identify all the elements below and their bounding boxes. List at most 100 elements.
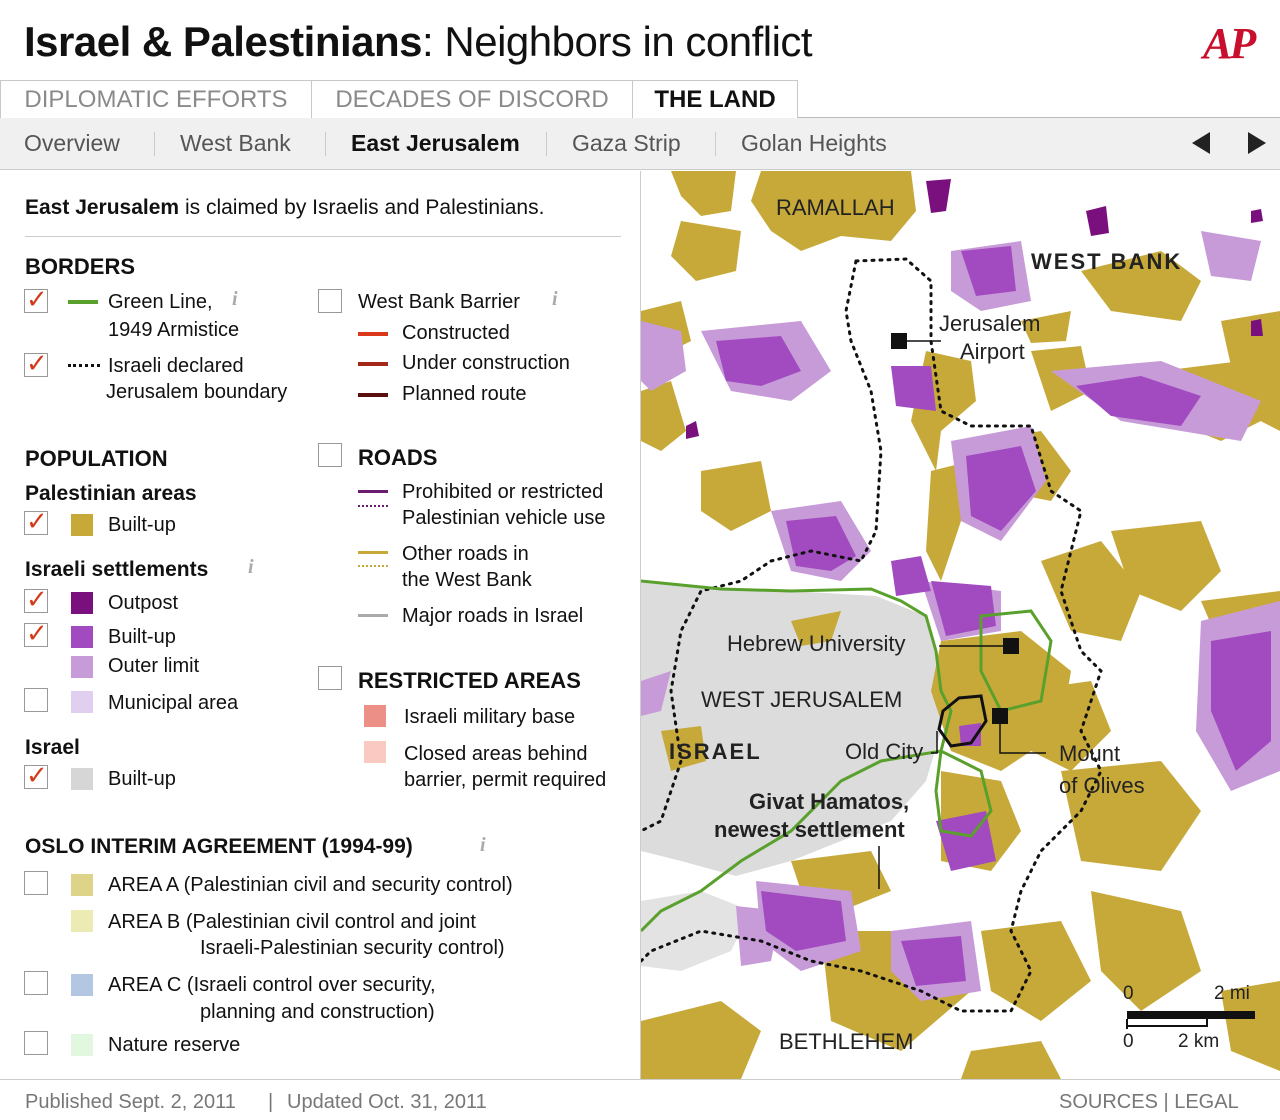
- info-icon[interactable]: i: [248, 556, 254, 578]
- area-a-swatch: [71, 874, 93, 896]
- other-roads-swatch: [358, 551, 388, 554]
- label-airport: Airport: [960, 339, 1025, 364]
- outpost-label: Outpost: [108, 592, 179, 614]
- label-bethlehem: BETHLEHEM: [779, 1029, 914, 1054]
- closed-label-2: barrier, permit required: [404, 769, 607, 791]
- label-israel: ISRAEL: [669, 739, 762, 764]
- area-a-checkbox[interactable]: [24, 871, 48, 895]
- label-givat-hamatos: Givat Hamatos,: [749, 789, 910, 814]
- pal-builtup-checkbox[interactable]: ✓: [24, 506, 48, 536]
- area-c-label: AREA C (Israeli control over security,: [108, 974, 436, 996]
- info-icon[interactable]: i: [232, 288, 238, 310]
- israel-builtup-area-south: [641, 891, 751, 971]
- tab-decades-of-discord[interactable]: DECADES OF DISCORD: [311, 80, 633, 118]
- israel-builtup-checkbox[interactable]: ✓: [24, 760, 48, 790]
- label-ramallah: RAMALLAH: [776, 195, 895, 220]
- pal-builtup-swatch: [71, 514, 93, 536]
- mount-of-olives-leader: [999, 724, 1046, 754]
- info-icon[interactable]: i: [480, 834, 486, 856]
- label-newest-settlement: newest settlement: [714, 817, 905, 842]
- label-jerusalem-airport: Jerusalem: [939, 311, 1041, 336]
- title-bold: Israel & Palestinians: [24, 18, 423, 65]
- scale-km-0: 0: [1123, 1031, 1134, 1052]
- subnav-overview[interactable]: Overview: [24, 130, 120, 156]
- area-b-label: AREA B (Palestinian civil control and jo…: [108, 911, 476, 933]
- check-icon: ✓: [26, 506, 48, 536]
- title-rest: : Neighbors in conflict: [422, 18, 813, 65]
- prohibited-dotted-swatch: [358, 505, 388, 507]
- airport-marker-icon[interactable]: [891, 333, 907, 349]
- green-line-checkbox[interactable]: ✓: [24, 284, 48, 314]
- subnav-separator: [715, 132, 716, 156]
- municipal-checkbox[interactable]: [24, 688, 48, 712]
- jerusalem-boundary-checkbox[interactable]: ✓: [24, 348, 48, 378]
- outer-limit-swatch: [71, 656, 93, 678]
- closed-swatch: [364, 741, 386, 763]
- planned-label: Planned route: [402, 383, 527, 405]
- israel-heading: Israel: [25, 736, 80, 759]
- subnav-east-jerusalem[interactable]: East Jerusalem: [351, 130, 520, 156]
- label-west-jerusalem: WEST JERUSALEM: [701, 687, 903, 712]
- check-icon: ✓: [26, 618, 48, 648]
- settlement-builtup: [716, 246, 1271, 986]
- military-swatch: [364, 705, 386, 727]
- area-b-swatch: [71, 910, 93, 932]
- borders-heading: BORDERS: [25, 254, 136, 279]
- map-canvas: [641, 171, 1280, 1079]
- green-line-swatch: [68, 300, 98, 304]
- hebrew-university-marker-icon[interactable]: [1003, 638, 1019, 654]
- label-old-city: Old City: [845, 739, 924, 764]
- subnav-golan-heights[interactable]: Golan Heights: [741, 130, 887, 156]
- oslo-heading: OSLO INTERIM AGREEMENT (1994-99): [25, 835, 413, 858]
- under-construction-swatch: [358, 362, 388, 366]
- roads-heading: ROADS: [358, 445, 438, 470]
- subnav-separator: [546, 132, 547, 156]
- sources-legal-links[interactable]: SOURCES | LEGAL: [1059, 1091, 1239, 1113]
- palestinian-areas-heading: Palestinian areas: [25, 482, 197, 505]
- next-arrow-icon[interactable]: [1248, 132, 1266, 154]
- legend-panel: East Jerusalem is claimed by Israelis an…: [0, 171, 640, 1079]
- prev-arrow-icon[interactable]: [1192, 132, 1210, 154]
- outer-limit-label: Outer limit: [108, 655, 200, 677]
- intro-text: East Jerusalem is claimed by Israelis an…: [25, 196, 544, 220]
- constructed-swatch: [358, 332, 388, 336]
- info-icon[interactable]: i: [552, 288, 558, 310]
- outpost-checkbox[interactable]: ✓: [24, 586, 48, 613]
- tab-diplomatic-efforts[interactable]: DIPLOMATIC EFFORTS: [0, 80, 312, 118]
- jerusalem-boundary-label-2: Jerusalem boundary: [106, 381, 288, 403]
- nature-swatch: [71, 1034, 93, 1056]
- barrier-checkbox[interactable]: [318, 289, 342, 313]
- scale-bar-miles: [1127, 1011, 1255, 1019]
- settle-builtup-checkbox[interactable]: ✓: [24, 618, 48, 648]
- footer-separator: |: [268, 1091, 274, 1113]
- area-c-swatch: [71, 974, 93, 996]
- check-icon: ✓: [26, 760, 48, 790]
- label-west-bank: WEST BANK: [1031, 249, 1183, 274]
- mount-of-olives-marker-icon[interactable]: [992, 708, 1008, 724]
- settle-builtup-label: Built-up: [108, 626, 176, 648]
- subnav-west-bank[interactable]: West Bank: [180, 130, 291, 156]
- area-b-label-2: Israeli-Palestinian security control): [200, 937, 505, 959]
- prohibited-label-2: Palestinian vehicle use: [402, 507, 606, 529]
- israel-builtup-area: [641, 581, 941, 876]
- green-line-label: Green Line,: [108, 291, 213, 313]
- israel-builtup-swatch: [71, 768, 93, 790]
- footer-divider: [0, 1079, 1280, 1080]
- roads-checkbox[interactable]: [318, 443, 342, 467]
- nature-label: Nature reserve: [108, 1034, 241, 1056]
- prohibited-label: Prohibited or restricted: [402, 481, 604, 503]
- map-area[interactable]: RAMALLAH WEST BANK Jerusalem Airport Heb…: [641, 171, 1280, 1079]
- check-icon: ✓: [26, 284, 48, 314]
- military-label: Israeli military base: [404, 706, 576, 728]
- nature-checkbox[interactable]: [24, 1031, 48, 1055]
- area-c-checkbox[interactable]: [24, 971, 48, 995]
- settlements-heading: Israeli settlements: [25, 558, 209, 581]
- restricted-checkbox[interactable]: [318, 666, 342, 690]
- subnav-gaza-strip[interactable]: Gaza Strip: [572, 130, 681, 156]
- mount-scopus-enclave: [979, 609, 1053, 713]
- restricted-heading: RESTRICTED AREAS: [358, 668, 581, 693]
- closed-label: Closed areas behind: [404, 743, 588, 765]
- pal-builtup-label: Built-up: [108, 514, 176, 536]
- check-icon: ✓: [26, 348, 48, 378]
- tab-the-land[interactable]: THE LAND: [632, 80, 798, 119]
